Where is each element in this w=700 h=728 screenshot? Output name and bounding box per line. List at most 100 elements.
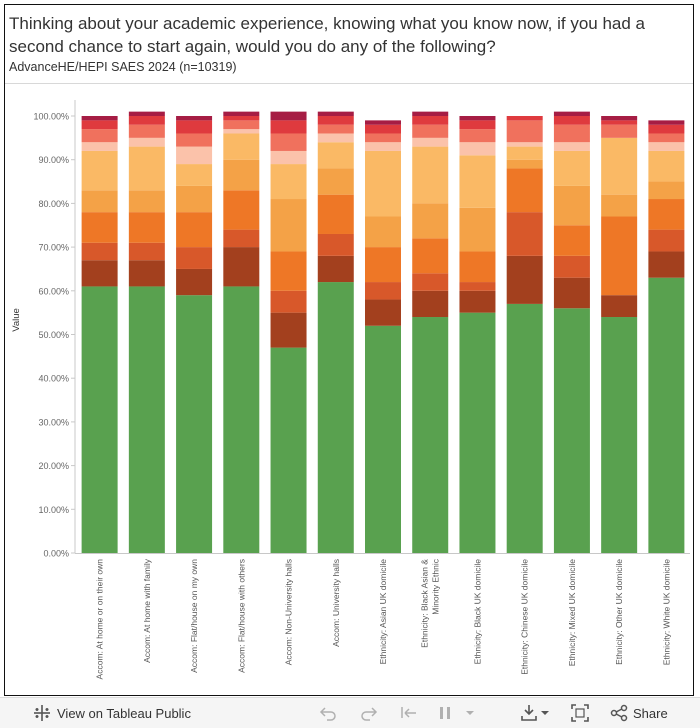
bar-segment	[365, 120, 401, 125]
bar-segment	[176, 295, 213, 553]
bar-segment	[317, 168, 354, 195]
bar-segment	[648, 133, 685, 143]
bar-segment	[553, 277, 590, 309]
bar-segment	[270, 150, 307, 165]
bar-segment	[317, 124, 354, 134]
bar-segment	[412, 317, 449, 553]
bar-segment	[506, 146, 543, 160]
bar-segment	[365, 133, 401, 143]
y-tick-label: 40.00%	[38, 374, 69, 384]
bar-segment	[601, 194, 638, 217]
bar-segment	[176, 247, 213, 269]
bar-segment	[459, 155, 496, 208]
bar-segment	[553, 150, 590, 186]
bar-segment	[459, 207, 496, 252]
x-category-label: Ethnicity: Chinese UK domicile	[520, 559, 530, 675]
bar-segment	[553, 308, 590, 553]
x-category-label: Accom: Flat/house with others	[236, 559, 246, 673]
bar-segment	[270, 251, 307, 291]
bar-segment	[412, 116, 449, 125]
bar-segment	[601, 295, 638, 318]
bar-segment	[459, 120, 496, 130]
y-tick-label: 0.00%	[43, 549, 69, 559]
bar-segment	[459, 142, 496, 156]
bar-segment	[223, 116, 260, 121]
bar-segment	[128, 146, 165, 191]
y-tick-label: 20.00%	[38, 461, 69, 471]
tableau-toolbar: View on Tableau Public Share	[0, 697, 700, 728]
stacked-bar-chart: 0.00% 10.00% 20.00% 30.00% 40.00% 50.00% 60.00…	[11, 100, 690, 679]
bar-segment	[81, 286, 118, 553]
bar-segment	[601, 216, 638, 296]
bar-segment	[601, 317, 638, 553]
redo-icon[interactable]	[360, 698, 378, 728]
y-tick-label: 70.00%	[38, 243, 69, 253]
bar-segment	[412, 146, 449, 204]
x-category-label: Accom: University halls	[331, 559, 341, 647]
bar-segment	[270, 290, 307, 313]
bar-segment	[81, 260, 118, 287]
share-icon	[610, 704, 628, 722]
bar-segment	[223, 229, 260, 248]
bar-segment	[81, 116, 118, 121]
bar-segment	[128, 137, 165, 147]
bar-segment	[176, 164, 213, 186]
bar-segment	[648, 142, 685, 151]
fullscreen-icon[interactable]	[571, 698, 589, 728]
bar-segment	[128, 286, 165, 553]
bar-segment	[128, 111, 165, 116]
undo-icon[interactable]	[319, 698, 337, 728]
bar-segment	[223, 129, 260, 134]
bar-segment	[128, 124, 165, 138]
view-on-tableau-label: View on Tableau Public	[57, 705, 191, 721]
download-icon[interactable]	[520, 698, 550, 728]
bar-segment	[270, 164, 307, 200]
bar-segment	[506, 212, 543, 256]
bar-segment	[317, 133, 354, 143]
bar-segment	[365, 124, 401, 134]
bar-segment	[81, 120, 118, 130]
bar-segment	[317, 142, 354, 169]
bar-segment	[365, 216, 401, 248]
bar-segment	[648, 229, 685, 252]
bar-segment	[506, 142, 543, 147]
bar-segment	[270, 347, 307, 553]
pause-icon[interactable]	[437, 698, 453, 728]
bar-segment	[317, 233, 354, 256]
bar-segment	[81, 150, 118, 191]
bar-segment	[128, 116, 165, 125]
bar-segment	[459, 282, 496, 291]
bar-segment	[648, 181, 685, 200]
bar-segment	[270, 120, 307, 134]
bar-segment	[553, 124, 590, 143]
y-tick-label: 100.00%	[33, 112, 69, 122]
pause-dropdown-icon[interactable]	[465, 698, 475, 728]
bar-segment	[506, 303, 543, 553]
bar-segment	[506, 116, 543, 121]
x-category-label: Minority Ethnic	[431, 558, 441, 614]
bar-segment	[601, 116, 638, 121]
revert-icon[interactable]	[400, 698, 418, 728]
y-tick-label: 50.00%	[38, 330, 69, 340]
bar-segment	[459, 129, 496, 143]
y-tick-label: 10.00%	[38, 505, 69, 515]
bar-segment	[365, 282, 401, 300]
view-on-tableau-link[interactable]: View on Tableau Public	[33, 698, 191, 728]
x-category-label: Accom: At home with family	[142, 558, 152, 663]
x-category-label: Ethnicity: Black UK domicile	[472, 559, 482, 665]
bar-segment	[459, 116, 496, 121]
share-button[interactable]: Share	[610, 698, 668, 728]
bar-segment	[601, 137, 638, 195]
bar-segment	[223, 286, 260, 553]
header-divider	[5, 83, 693, 84]
y-tick-label: 90.00%	[38, 155, 69, 165]
bar-segment	[601, 124, 638, 138]
bar-segment	[317, 194, 354, 234]
bar-segment	[176, 212, 213, 248]
bar-segment	[176, 268, 213, 296]
bar-segment	[412, 238, 449, 274]
bar-segment	[648, 199, 685, 230]
bar-segment	[81, 190, 118, 213]
bar-segment	[365, 142, 401, 151]
bar-segment	[317, 282, 354, 553]
